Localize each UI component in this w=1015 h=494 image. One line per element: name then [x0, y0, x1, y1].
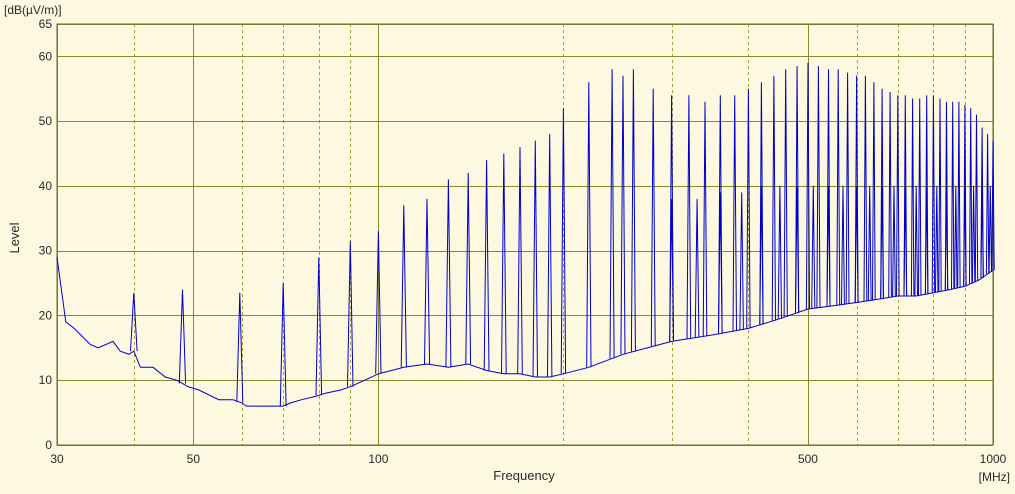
- emission-peak: [400, 205, 407, 368]
- emission-peak: [896, 95, 900, 297]
- emission-peak: [732, 95, 737, 331]
- emission-peak: [501, 153, 507, 374]
- x-tick-label: 1000: [980, 452, 1007, 466]
- emission-peak: [771, 75, 776, 321]
- plot-frame: [56, 23, 994, 446]
- secondary-emission-peak: [944, 185, 949, 291]
- emission-peak: [969, 108, 973, 284]
- emission-peak: [938, 98, 942, 292]
- y-tick-labels: 0 10 20 30 40 50 60 65: [39, 17, 53, 452]
- emission-peak: [888, 91, 892, 298]
- y-tick-label: 30: [39, 244, 53, 258]
- major-gridlines: [57, 24, 994, 446]
- emission-peak: [130, 292, 138, 352]
- emission-peak: [560, 108, 567, 374]
- emission-peak: [845, 72, 850, 304]
- secondary-emission-peak: [867, 185, 872, 301]
- series-baseline: [56, 257, 994, 407]
- secondary-emission-peak: [971, 185, 976, 283]
- x-unit-label: [MHz]: [979, 470, 1010, 484]
- emission-peak: [783, 69, 788, 317]
- emission-peak: [347, 240, 354, 387]
- emission-peak: [795, 66, 800, 313]
- emission-peak: [609, 69, 615, 359]
- secondary-emission-peak: [826, 185, 831, 307]
- y-tick-label: 10: [39, 373, 53, 387]
- emission-peak: [236, 292, 244, 403]
- secondary-emission-peak: [718, 192, 723, 334]
- y-tick-label: 65: [39, 17, 53, 31]
- y-tick-label: 60: [39, 49, 53, 63]
- x-tick-label: 50: [187, 452, 201, 466]
- secondary-emission-peak: [935, 185, 939, 293]
- emission-peak: [650, 88, 656, 347]
- secondary-emission-peak: [811, 185, 816, 309]
- y-unit-label: [dB(µV/m)]: [4, 3, 62, 17]
- secondary-emission-peak: [841, 185, 845, 305]
- secondary-emission-peak: [954, 185, 958, 289]
- x-tick-label: 30: [50, 452, 64, 466]
- x-axis-label: Frequency: [493, 468, 555, 483]
- emission-peak: [974, 114, 979, 282]
- y-axis-label: Level: [7, 222, 22, 253]
- x-tick-labels: 30 50 100 500 1000: [50, 452, 1006, 466]
- secondary-emission-peak: [892, 185, 896, 297]
- emission-peak: [872, 82, 876, 300]
- emission-peak: [620, 75, 626, 355]
- emission-peak: [686, 95, 692, 339]
- secondary-emission-peak: [914, 185, 918, 297]
- emission-peak: [746, 88, 751, 329]
- emission-peak: [991, 140, 995, 271]
- emission-peak: [445, 179, 452, 368]
- emission-peak: [178, 289, 187, 384]
- secondary-emission-peak: [795, 185, 800, 313]
- emission-peak: [279, 283, 287, 407]
- y-tick-label: 50: [39, 114, 53, 128]
- secondary-emission-peak: [669, 198, 674, 342]
- emission-peak: [517, 147, 523, 374]
- emission-peak: [532, 140, 538, 378]
- secondary-emission-peak: [980, 185, 984, 278]
- x-tick-label: 500: [798, 452, 818, 466]
- emission-peak: [910, 98, 915, 297]
- emission-peak: [483, 159, 490, 371]
- minor-gridlines: [134, 24, 966, 445]
- y-tick-label: 20: [39, 308, 53, 322]
- emission-peak: [375, 231, 382, 374]
- emission-peak: [315, 257, 323, 396]
- emission-peak: [547, 134, 553, 378]
- secondary-emission-peak: [777, 185, 782, 319]
- emission-peak: [805, 62, 810, 310]
- emission-peak: [836, 69, 841, 306]
- emission-peak: [816, 66, 821, 308]
- secondary-emission-peak: [903, 185, 908, 297]
- emission-peak: [702, 101, 708, 337]
- series-layer: [56, 62, 995, 407]
- emission-peak: [630, 69, 636, 352]
- emission-peak: [918, 98, 922, 296]
- emission-peak: [465, 172, 472, 365]
- emission-peak: [957, 101, 961, 288]
- emission-peak: [586, 82, 592, 368]
- secondary-emission-peak: [880, 185, 884, 299]
- y-tick-label: 40: [39, 179, 53, 193]
- secondary-emission-peak: [988, 185, 992, 273]
- secondary-emission-peak: [759, 185, 764, 325]
- secondary-emission-peak: [963, 185, 967, 287]
- secondary-emission-peak: [854, 185, 859, 303]
- emission-peak: [931, 95, 936, 293]
- x-tick-label: 100: [368, 452, 388, 466]
- emission-peak: [951, 101, 955, 289]
- secondary-emission-peak: [924, 185, 929, 295]
- secondary-emission-peak: [694, 198, 700, 338]
- secondary-emission-peak: [739, 192, 744, 330]
- emission-peak: [424, 198, 431, 365]
- y-tick-label: 0: [45, 438, 52, 452]
- emission-peak: [863, 75, 868, 302]
- emission-peak: [985, 134, 990, 274]
